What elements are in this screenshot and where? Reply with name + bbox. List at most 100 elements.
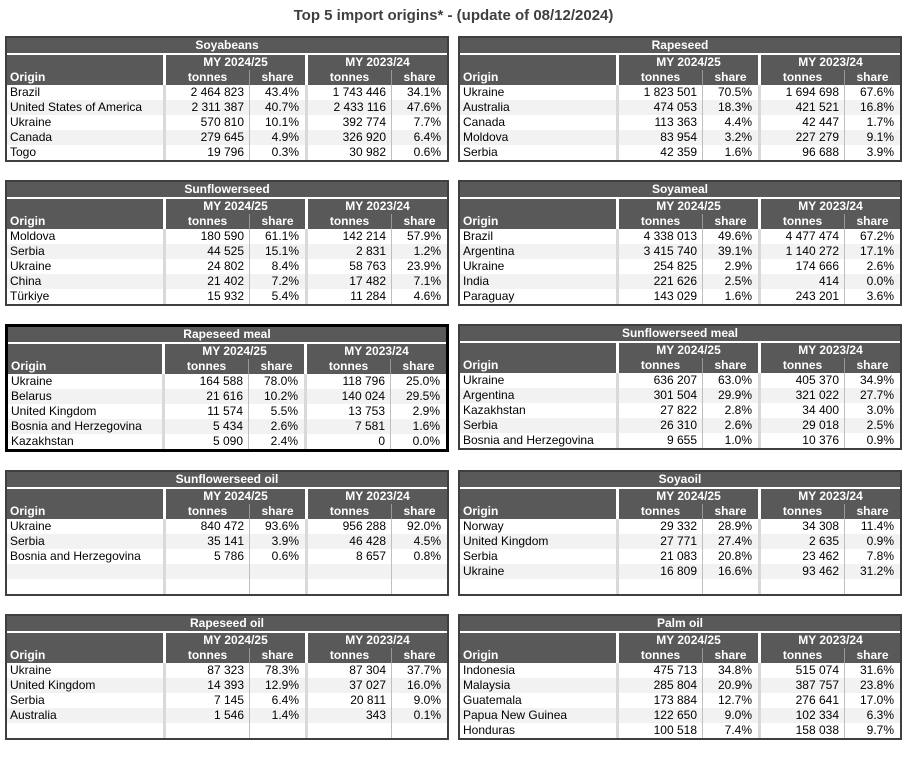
share-cell: 37.7% [391, 663, 447, 678]
tonnes-cell: 100 518 [616, 723, 702, 738]
share-cell [391, 723, 447, 738]
import-table-soyabeans: Soyabeans Origin MY 2024/25 MY 2023/24 t… [5, 36, 449, 162]
share-cell: 0.1% [391, 708, 447, 723]
origin-cell: Malaysia [463, 678, 511, 692]
share-column-header: share [249, 648, 305, 663]
share-column-header: share [391, 648, 447, 663]
share-cell: 4.6% [391, 289, 447, 304]
my-2023-24-group-header: MY 2023/24 [305, 489, 447, 504]
share-column-header: share [702, 648, 758, 663]
share-cell [249, 564, 305, 579]
table-row: Belarus 21 616 10.2% 140 024 29.5% [8, 389, 446, 404]
tonnes-cell: 7 581 [304, 419, 390, 434]
tonnes-column-header: tonnes [304, 359, 390, 374]
tonnes-cell: 392 774 [305, 115, 391, 130]
tonnes-cell: 164 588 [162, 374, 248, 389]
share-cell: 0.6% [391, 145, 447, 160]
share-cell: 11.4% [844, 519, 900, 534]
table-header: Soyaoil Origin MY 2024/25 MY 2023/24 ton… [460, 472, 900, 519]
share-cell: 6.4% [391, 130, 447, 145]
table-row: Australia 1 546 1.4% 343 0.1% [7, 708, 447, 723]
share-cell: 16.6% [702, 564, 758, 579]
table-row: Norway 29 332 28.9% 34 308 11.4% [460, 519, 900, 534]
tonnes-column-header: tonnes [758, 358, 844, 373]
share-column-header: share [702, 214, 758, 229]
column-headers: Origin MY 2024/25 MY 2023/24 tonnes shar… [460, 343, 900, 373]
table-title: Rapeseed meal [8, 327, 446, 344]
share-cell: 0.0% [390, 434, 446, 449]
share-cell: 12.9% [249, 678, 305, 693]
origin-cell: Argentina [463, 388, 515, 402]
origin-cell: Belarus [11, 389, 52, 403]
tonnes-cell [163, 723, 249, 738]
table-header: Rapeseed Origin MY 2024/25 MY 2023/24 to… [460, 38, 900, 85]
origin-cell: China [10, 274, 42, 288]
share-cell: 0.8% [391, 549, 447, 564]
share-cell: 9.0% [391, 693, 447, 708]
table-body: Ukraine 636 207 63.0% 405 370 34.9% Argentina… [460, 373, 900, 448]
tonnes-cell: 5 090 [162, 434, 248, 449]
table-body: Ukraine 87 323 78.3% 87 304 37.7% United King… [7, 663, 447, 738]
origin-cell: Ukraine [10, 115, 52, 129]
column-headers: Origin MY 2024/25 MY 2023/24 tonnes shar… [7, 199, 447, 229]
share-column-header: share [844, 358, 900, 373]
table-row: Indonesia 475 713 34.8% 515 074 31.6% [460, 663, 900, 678]
share-cell: 17.0% [844, 693, 900, 708]
table-row: Togo 19 796 0.3% 30 982 0.6% [7, 145, 447, 160]
origin-cell: Moldova [10, 229, 56, 243]
share-cell: 2.8% [702, 403, 758, 418]
tonnes-cell: 243 201 [758, 289, 844, 304]
table-row: Serbia 26 310 2.6% 29 018 2.5% [460, 418, 900, 433]
my-2023-24-group-header: MY 2023/24 [758, 489, 900, 504]
origin-cell: Serbia [463, 145, 498, 159]
tonnes-cell: 35 141 [163, 534, 249, 549]
origin-cell: Serbia [10, 693, 45, 707]
column-headers: Origin MY 2024/25 MY 2023/24 tonnes shar… [8, 344, 446, 374]
share-cell: 2.5% [702, 274, 758, 289]
tonnes-cell: 27 771 [616, 534, 702, 549]
tonnes-cell: 4 338 013 [616, 229, 702, 244]
origin-cell: Brazil [10, 85, 41, 99]
my-2023-24-group-header: MY 2023/24 [758, 343, 900, 358]
tonnes-cell: 2 311 387 [163, 100, 249, 115]
my-2024-25-group-header: MY 2024/25 [616, 343, 758, 358]
share-cell: 20.9% [702, 678, 758, 693]
table-body: Brazil 2 464 823 43.4% 1 743 446 34.1% United… [7, 85, 447, 160]
share-cell: 4.9% [249, 130, 305, 145]
table-row: United Kingdom 27 771 27.4% 2 635 0.9% [460, 534, 900, 549]
column-headers: Origin MY 2024/25 MY 2023/24 tonnes shar… [460, 199, 900, 229]
share-column-header: share [844, 70, 900, 85]
origin-column-header: Origin [10, 648, 46, 662]
tables-grid: Soyabeans Origin MY 2024/25 MY 2023/24 t… [5, 36, 902, 740]
tonnes-cell: 570 810 [163, 115, 249, 130]
share-cell: 3.6% [844, 289, 900, 304]
share-cell: 7.1% [391, 274, 447, 289]
origin-cell: Papua New Guinea [463, 708, 568, 722]
tonnes-cell: 3 415 740 [616, 244, 702, 259]
origin-column-header: Origin [463, 648, 499, 662]
tonnes-cell: 5 434 [162, 419, 248, 434]
tonnes-cell: 2 831 [305, 244, 391, 259]
share-cell: 5.4% [249, 289, 305, 304]
share-cell: 1.6% [390, 419, 446, 434]
tonnes-column-header: tonnes [305, 70, 391, 85]
share-cell: 9.7% [844, 723, 900, 738]
tonnes-cell: 19 796 [163, 145, 249, 160]
tonnes-cell: 180 590 [163, 229, 249, 244]
tonnes-cell [616, 579, 702, 594]
table-header: Sunflowerseed oil Origin MY 2024/25 MY 2… [7, 472, 447, 519]
tonnes-cell: 21 616 [162, 389, 248, 404]
share-cell: 7.8% [844, 549, 900, 564]
origin-cell [7, 564, 163, 579]
table-body: Brazil 4 338 013 49.6% 4 477 474 67.2% Argent… [460, 229, 900, 304]
tonnes-cell: 37 027 [305, 678, 391, 693]
share-cell: 0.3% [249, 145, 305, 160]
tonnes-cell: 122 650 [616, 708, 702, 723]
tonnes-cell: 636 207 [616, 373, 702, 388]
table-row: Moldova 180 590 61.1% 142 214 57.9% [7, 229, 447, 244]
tonnes-cell: 11 574 [162, 404, 248, 419]
column-headers: Origin MY 2024/25 MY 2023/24 tonnes shar… [460, 633, 900, 663]
share-cell: 20.8% [702, 549, 758, 564]
table-header: Rapeseed meal Origin MY 2024/25 MY 2023/… [8, 327, 446, 374]
tonnes-cell: 83 954 [616, 130, 702, 145]
